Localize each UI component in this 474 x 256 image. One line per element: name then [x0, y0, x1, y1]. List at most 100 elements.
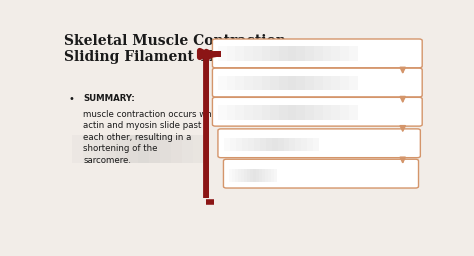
Bar — [253, 47, 262, 61]
Bar — [244, 169, 247, 182]
Bar — [340, 105, 349, 120]
Bar — [349, 76, 357, 90]
Bar — [340, 47, 349, 61]
Bar — [182, 135, 193, 163]
Bar — [218, 105, 227, 120]
Bar — [262, 169, 265, 182]
Bar — [270, 47, 279, 61]
Bar — [308, 138, 313, 151]
Bar — [331, 76, 340, 90]
Bar — [274, 169, 277, 182]
Bar — [288, 105, 296, 120]
Bar — [229, 169, 232, 182]
Bar — [288, 47, 296, 61]
Bar — [265, 138, 272, 151]
Bar — [218, 76, 227, 90]
Bar — [235, 169, 238, 182]
Bar — [94, 135, 105, 163]
Bar — [227, 105, 236, 120]
Bar — [247, 169, 250, 182]
Bar — [296, 47, 305, 61]
Bar — [323, 47, 331, 61]
Bar — [270, 76, 279, 90]
Bar — [232, 169, 235, 182]
Bar — [256, 169, 259, 182]
Bar — [262, 76, 270, 90]
Bar — [323, 105, 331, 120]
Bar — [305, 47, 314, 61]
Bar — [236, 105, 244, 120]
Bar — [254, 138, 260, 151]
Bar — [227, 47, 236, 61]
Bar — [305, 105, 314, 120]
Bar — [265, 169, 268, 182]
Bar — [260, 138, 265, 151]
Bar — [244, 105, 253, 120]
Bar — [149, 135, 160, 163]
Bar — [323, 76, 331, 90]
Bar — [278, 138, 283, 151]
FancyBboxPatch shape — [223, 159, 419, 188]
Bar — [238, 169, 241, 182]
Bar — [262, 105, 270, 120]
FancyBboxPatch shape — [212, 97, 422, 126]
Bar — [279, 105, 288, 120]
Bar — [262, 47, 270, 61]
Bar — [271, 169, 274, 182]
Bar — [305, 76, 314, 90]
Bar — [349, 105, 357, 120]
Bar — [301, 138, 308, 151]
Bar — [127, 135, 138, 163]
Bar — [224, 138, 230, 151]
FancyBboxPatch shape — [212, 39, 422, 68]
FancyBboxPatch shape — [212, 68, 422, 97]
Bar — [259, 169, 262, 182]
Bar — [227, 76, 236, 90]
FancyBboxPatch shape — [218, 129, 420, 158]
Bar — [253, 76, 262, 90]
Bar — [331, 105, 340, 120]
Bar — [236, 47, 244, 61]
Bar — [72, 135, 83, 163]
Bar — [230, 138, 236, 151]
Bar — [244, 47, 253, 61]
Bar — [314, 105, 323, 120]
Text: muscle contraction occurs when
actin and myosin slide past
each other, resulting: muscle contraction occurs when actin and… — [83, 110, 223, 165]
Bar — [268, 169, 271, 182]
Bar — [253, 169, 256, 182]
Bar — [236, 138, 242, 151]
Bar — [193, 135, 204, 163]
Bar — [296, 76, 305, 90]
Bar — [116, 135, 127, 163]
Bar — [314, 76, 323, 90]
Bar — [218, 47, 227, 61]
Bar — [242, 138, 248, 151]
Bar — [171, 135, 182, 163]
Bar — [250, 169, 253, 182]
Bar — [270, 105, 279, 120]
Bar — [331, 47, 340, 61]
Bar — [313, 138, 319, 151]
Text: SUMMARY:: SUMMARY: — [83, 94, 135, 103]
Bar — [272, 138, 278, 151]
Bar — [138, 135, 149, 163]
Bar — [314, 47, 323, 61]
Bar — [349, 47, 357, 61]
Bar — [283, 138, 290, 151]
Bar — [288, 76, 296, 90]
Bar — [296, 105, 305, 120]
Bar — [241, 169, 244, 182]
Bar — [160, 135, 171, 163]
Text: •: • — [68, 94, 74, 104]
Bar — [244, 76, 253, 90]
Bar — [83, 135, 94, 163]
Bar — [340, 76, 349, 90]
Bar — [279, 76, 288, 90]
Bar — [279, 47, 288, 61]
Bar — [105, 135, 116, 163]
Bar — [295, 138, 301, 151]
Bar — [290, 138, 295, 151]
Bar — [248, 138, 254, 151]
Bar — [253, 105, 262, 120]
Text: Skeletal Muscle Contraction
Sliding Filament Theory: Skeletal Muscle Contraction Sliding Fila… — [64, 34, 285, 65]
